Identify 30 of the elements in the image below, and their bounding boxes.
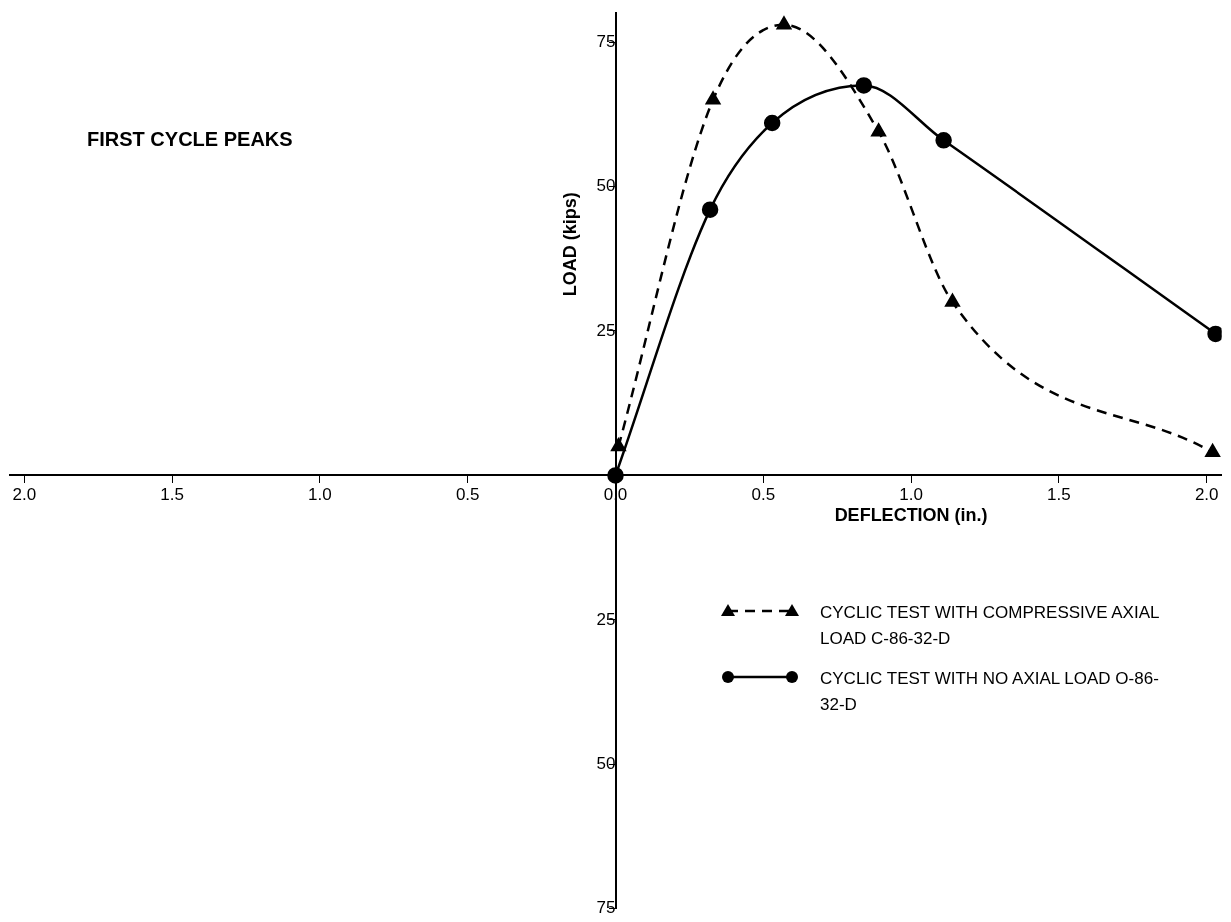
point xyxy=(701,201,719,218)
text: FIRST CYCLE PEAKS xyxy=(87,127,293,150)
x-axis-title: DEFLECTION (in.) xyxy=(834,505,988,526)
point xyxy=(607,467,624,484)
point xyxy=(776,16,792,30)
point xyxy=(705,91,721,105)
x-tick-label: 1.5 xyxy=(1047,485,1071,505)
x-tick-label: 1.0 xyxy=(308,485,332,505)
point xyxy=(1205,444,1220,458)
point xyxy=(763,114,781,132)
point xyxy=(871,123,886,137)
x-tick-label: 0.5 xyxy=(455,485,480,505)
point xyxy=(611,438,626,452)
x-tick-label: 0.5 xyxy=(751,485,776,505)
y-tick-label: 75 xyxy=(596,31,616,51)
y-tick-label: 75 xyxy=(596,898,616,918)
legend-label: CYCLIC TEST WITH NO AXIAL LOAD O-86-32-D xyxy=(820,668,1160,716)
x-tick-label: 1.0 xyxy=(899,485,923,505)
y-axis-title: LOAD (kips) xyxy=(560,192,581,297)
legend-label: CYCLIC TEST WITH COMPRESSIVE AXIAL LOAD C-86-32-D xyxy=(820,602,1160,650)
y-tick-label: 50 xyxy=(596,176,616,196)
y-tick-label: 25 xyxy=(596,609,616,629)
y-tick-label: 25 xyxy=(596,320,616,340)
x-tick-label: 1.5 xyxy=(160,485,184,505)
y-tick-label: 50 xyxy=(596,754,616,774)
point xyxy=(855,77,873,94)
point xyxy=(945,293,960,307)
point xyxy=(935,132,952,149)
x-tick-label: 2.0 xyxy=(12,485,37,505)
x-tick-label: 2.0 xyxy=(1194,485,1219,505)
